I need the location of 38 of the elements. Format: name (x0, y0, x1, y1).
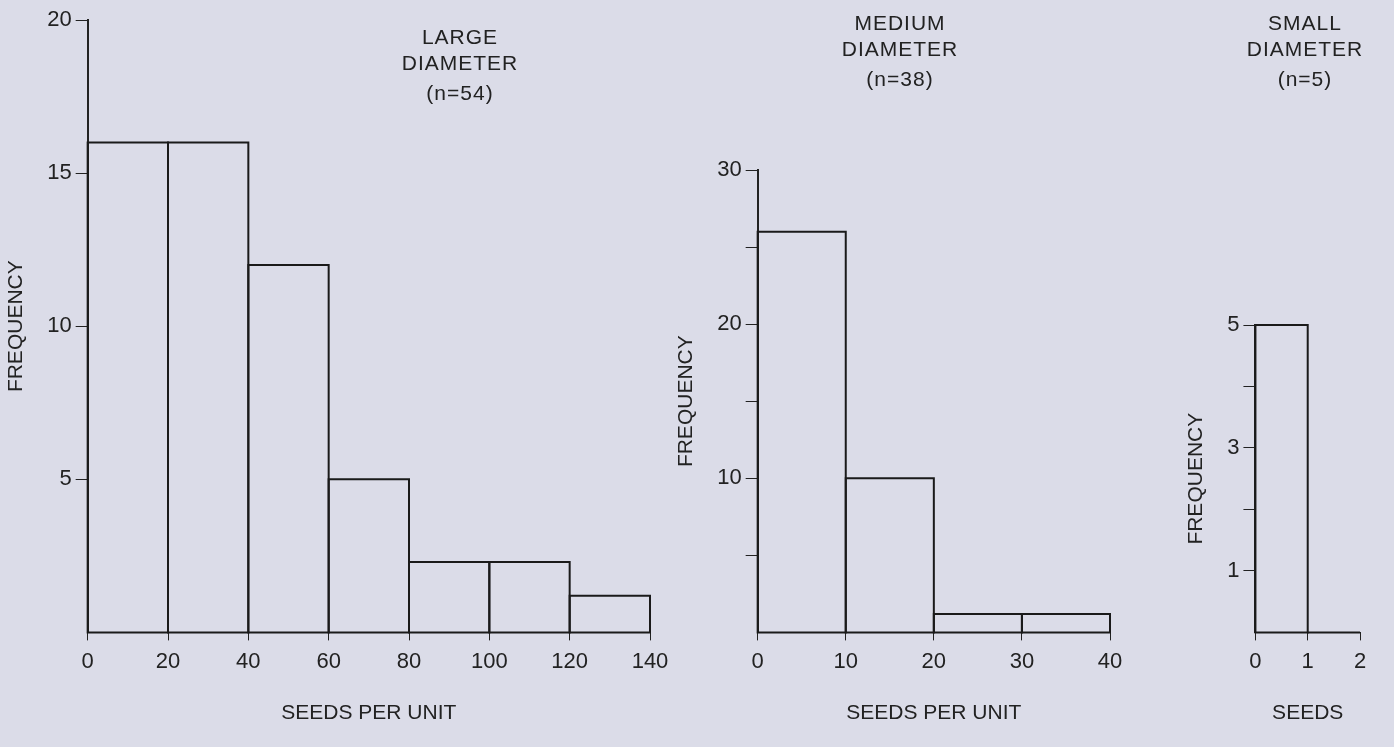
y-tick-label: 1 (1227, 556, 1240, 582)
y-tick-label: 3 (1227, 434, 1240, 460)
x-axis-title: SEEDS PER UNIT (846, 700, 1022, 724)
x-axis-title: SEEDS (1272, 700, 1344, 724)
y-tick-label: 5 (1227, 311, 1240, 337)
x-tick-label: 1 (1301, 647, 1314, 673)
x-tick-label: 40 (1097, 647, 1123, 673)
y-tick-label: 20 (717, 310, 742, 336)
y-tick-label: 15 (47, 159, 72, 185)
y-axis-title: FREQUENCY (673, 335, 697, 468)
chart-subtitle: (n=5) (1276, 66, 1334, 92)
x-tick-label: 120 (551, 647, 589, 673)
x-tick-label: 140 (631, 647, 669, 673)
y-tick-label: 10 (717, 464, 742, 490)
x-tick-label: 100 (470, 647, 508, 673)
text: (n=54) (425, 80, 495, 106)
chart-subtitle: (n=38) (865, 66, 935, 92)
x-tick-label: 0 (751, 647, 764, 673)
y-tick-label: 20 (47, 6, 72, 32)
x-tick-label: 80 (396, 647, 422, 673)
y-tick-label: 30 (717, 156, 742, 182)
x-tick-label: 2 (1353, 647, 1367, 673)
y-tick-label: 5 (59, 465, 72, 491)
x-tick-label: 0 (81, 647, 94, 673)
text: LARGE DIAMETER (400, 24, 520, 76)
x-axis-title: SEEDS PER UNIT (281, 700, 457, 724)
y-tick-label: 10 (47, 312, 72, 338)
chart-title: SMALL DIAMETER (1245, 10, 1365, 62)
x-tick-label: 60 (316, 647, 341, 673)
x-tick-label: 0 (1249, 647, 1262, 673)
x-tick-label: 30 (1009, 647, 1035, 673)
x-tick-label: 10 (833, 647, 858, 673)
y-axis-title: FREQUENCY (1183, 412, 1207, 545)
x-tick-label: 20 (921, 647, 947, 673)
y-axis-title: FREQUENCY (3, 260, 27, 393)
chart-title: MEDIUM DIAMETER (840, 10, 960, 62)
x-tick-label: 40 (236, 647, 261, 673)
x-tick-label: 20 (155, 647, 181, 673)
